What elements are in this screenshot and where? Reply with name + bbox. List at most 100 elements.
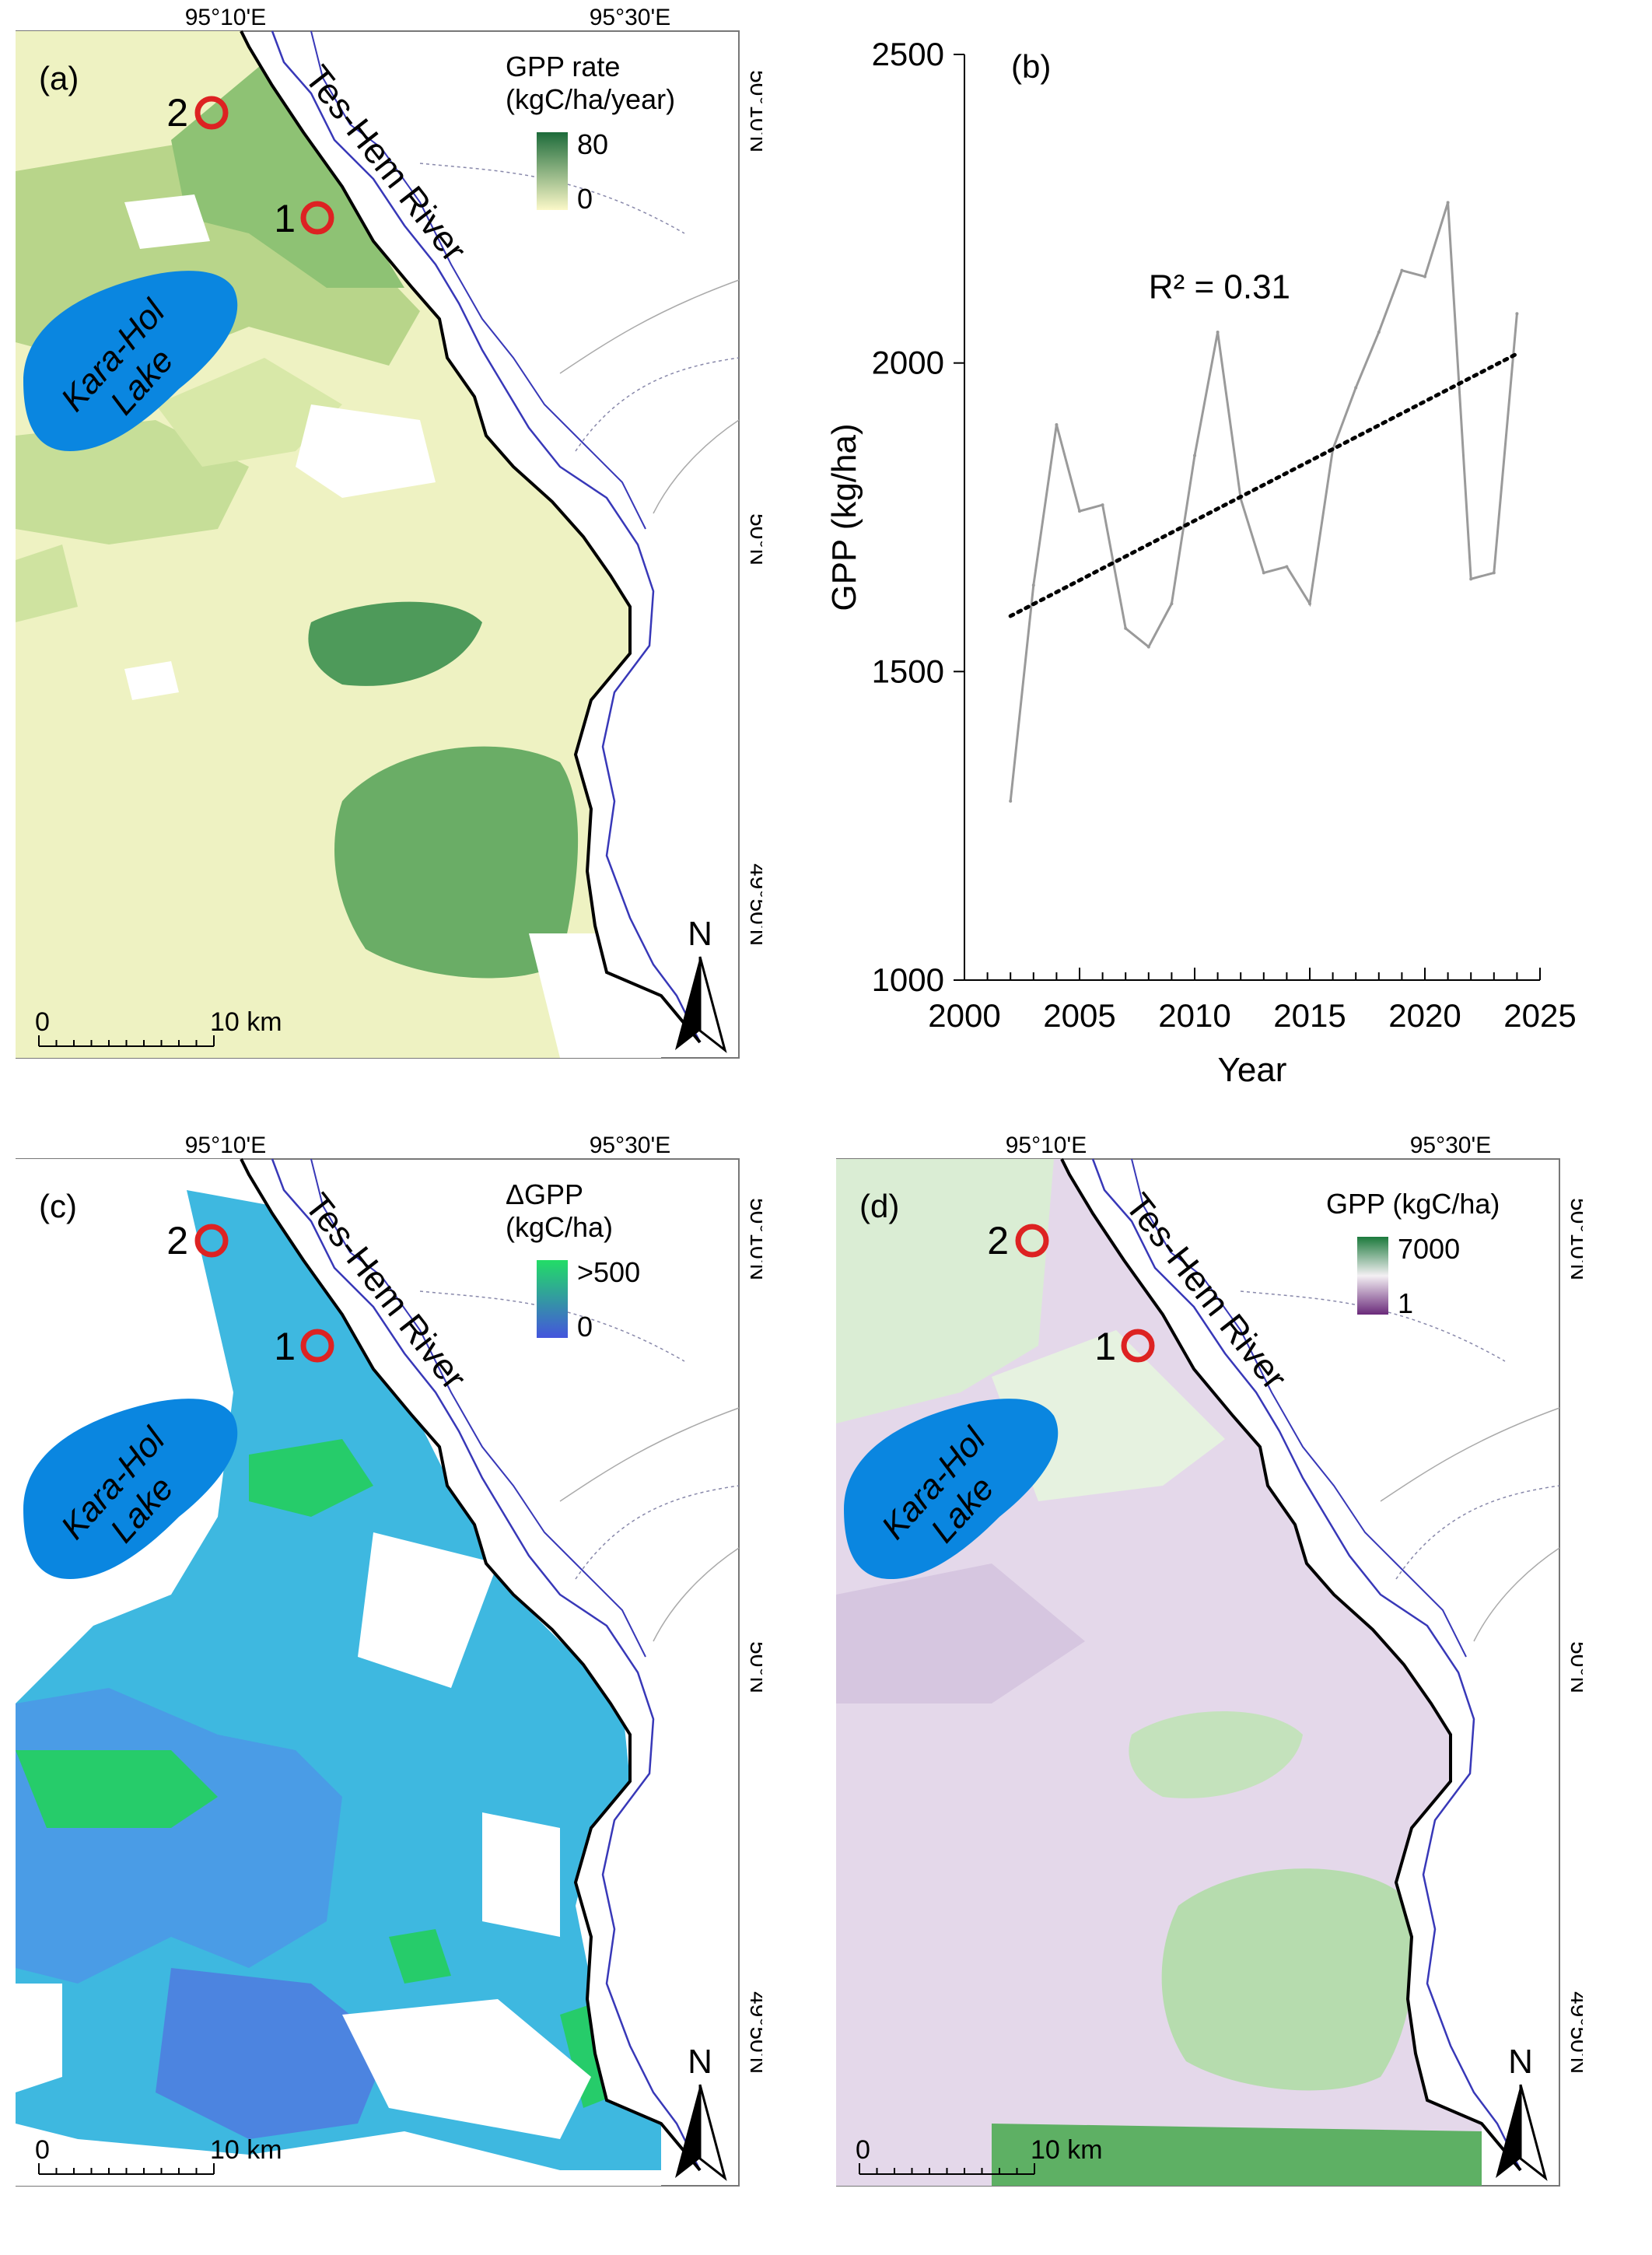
legend-title: GPP rate: [506, 51, 620, 82]
data-point: [1492, 571, 1496, 575]
north-label: N: [688, 915, 712, 953]
legend-max: 7000: [1398, 1233, 1460, 1265]
lon-label-left: 95°10'E: [185, 1133, 266, 1158]
nodata-patch-3: [124, 661, 179, 700]
country-border: [1060, 1158, 1522, 2172]
nodata-patch-1: [124, 194, 210, 249]
lat-label-top: 50°10'N: [745, 70, 762, 152]
gpp-raster: [836, 1159, 1482, 2186]
gpp-time-series-chart: 1000 1500 2000 2500 2000 2005 2010 2015 2020 2025…: [825, 36, 1577, 1089]
site-marker-1: [1121, 1329, 1155, 1363]
stream-line: [559, 279, 740, 374]
legend-min: 0: [577, 1311, 593, 1343]
lat-label-top: 50°10'N: [745, 1198, 762, 1280]
data-point: [1055, 423, 1059, 426]
site-label-1: 1: [274, 1325, 296, 1368]
raster-patch-2: [1129, 1711, 1303, 1798]
scale-zero: 0: [35, 2135, 50, 2165]
raster-patch-6: [16, 544, 78, 622]
data-point: [1446, 201, 1450, 205]
legend: ΔGPP(kgC/ha) >500 0: [506, 1178, 640, 1343]
legend-subtitle: (kgC/ha/year): [506, 83, 675, 115]
site-marker-2: [194, 1224, 229, 1258]
legend: GPP (kgC/ha) 7000 1: [1326, 1188, 1500, 1319]
stream-line: [575, 1485, 740, 1580]
raster-patch-2: [156, 1968, 389, 2139]
scale-label: 10 km: [210, 1007, 282, 1037]
site-label-1: 1: [274, 197, 296, 240]
raster-patch-4: [334, 746, 579, 979]
stream-line: [1380, 1407, 1560, 1502]
data-point: [1377, 331, 1381, 334]
nodata-patch-0: [16, 1159, 187, 1346]
trend-line: [1008, 352, 1519, 618]
stream-line: [419, 163, 685, 234]
lat-label-mid: 50°N: [745, 513, 762, 566]
y-axis-title: GPP (kg/ha): [825, 423, 863, 611]
lat-label-bottom: 49°50'N: [745, 1991, 762, 2074]
north-arrow-left: [675, 2085, 700, 2178]
x-axis-title: Year: [1218, 1051, 1287, 1089]
site-marker-1: [300, 201, 334, 235]
x-tick-label: 2015: [1273, 997, 1346, 1034]
lon-label-right: 95°30'E: [1410, 1133, 1491, 1158]
lat-label-bottom: 49°50'N: [1566, 1991, 1583, 2074]
legend-max: 80: [577, 128, 608, 160]
site-label-1: 1: [1094, 1325, 1116, 1368]
data-point: [1308, 602, 1311, 606]
scale-label: 10 km: [1031, 2135, 1103, 2165]
north-arrow-left: [1496, 2085, 1521, 2178]
legend-title: ΔGPP: [506, 1178, 583, 1210]
lon-label-left: 95°10'E: [1006, 1133, 1087, 1158]
lat-label-mid: 50°N: [1566, 1641, 1583, 1693]
north-arrow: N: [1496, 2043, 1548, 2181]
raster-patch-4: [836, 1563, 1085, 1704]
raster-patch-5: [389, 1929, 451, 1984]
scale-zero: 0: [35, 1007, 50, 1037]
north-arrow-right: [1519, 2084, 1548, 2181]
y-tick-label: 1000: [872, 961, 944, 998]
site-label-2: 2: [987, 1219, 1009, 1262]
stream-line: [1473, 1547, 1560, 1642]
north-arrow-left: [675, 957, 700, 1050]
site-marker-2: [194, 96, 229, 130]
kara-hol-lake: [23, 271, 238, 451]
lat-label-top: 50°10'N: [1566, 1198, 1583, 1280]
panel-label: (c): [39, 1188, 77, 1224]
data-point: [1515, 312, 1519, 316]
country-border: [240, 1158, 702, 2172]
lat-label-bottom: 49°50'N: [745, 863, 762, 946]
lon-label-right: 95°30'E: [590, 5, 670, 30]
kara-hol-lake: [23, 1399, 238, 1579]
data-point: [1078, 509, 1081, 513]
data-point: [1423, 275, 1426, 278]
data-point: [1216, 331, 1220, 334]
raster-patch-0: [836, 1159, 1054, 1423]
legend-colorbar: [1357, 1237, 1388, 1315]
stream-line: [653, 419, 740, 514]
legend-title: GPP (kgC/ha): [1326, 1188, 1500, 1220]
data-point: [1170, 602, 1174, 606]
data-point: [1400, 268, 1404, 272]
x-tick-label: 2020: [1388, 997, 1461, 1034]
x-tick-label: 2010: [1158, 997, 1230, 1034]
river-branch: [310, 1158, 646, 1658]
data-point: [1101, 503, 1104, 507]
y-tick-label: 1500: [872, 653, 944, 689]
north-arrow: N: [675, 915, 727, 1053]
legend: GPP rate(kgC/ha/year) 80 0: [506, 51, 675, 215]
raster-patch-3: [1161, 1868, 1413, 2091]
lon-label-right: 95°30'E: [590, 1133, 670, 1158]
stream-line: [559, 1407, 740, 1502]
data-point: [1193, 453, 1196, 457]
data-point: [1285, 565, 1289, 569]
legend-max: >500: [577, 1256, 640, 1288]
nodata-patch-5: [47, 1276, 202, 1408]
stream-line: [1240, 1290, 1506, 1362]
panel-label: (b): [1011, 48, 1051, 85]
y-tick-label: 2500: [872, 36, 944, 72]
legend-min: 0: [577, 183, 593, 215]
raster-patch-4: [249, 1439, 373, 1517]
